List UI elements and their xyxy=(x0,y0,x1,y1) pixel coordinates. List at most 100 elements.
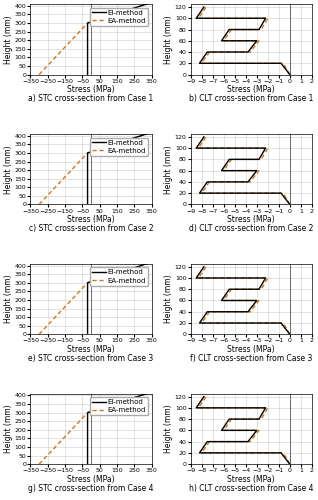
EI-method xyxy=(288,202,292,207)
EI-method xyxy=(86,150,89,156)
EI-method xyxy=(220,38,224,44)
EI-method xyxy=(205,438,209,444)
EI-method xyxy=(197,450,201,456)
EI-method xyxy=(202,264,206,270)
EA-method xyxy=(150,259,154,265)
EI-method xyxy=(202,394,206,400)
EA-method xyxy=(208,438,211,444)
Legend: EI-method, EA-method: EI-method, EA-method xyxy=(90,268,148,285)
EA-method xyxy=(230,26,233,32)
Line: EA-method: EA-method xyxy=(198,7,290,74)
EA-method xyxy=(197,275,200,281)
EI-method xyxy=(264,405,267,411)
EI-method xyxy=(246,309,250,315)
EA-method xyxy=(259,286,263,292)
Line: EI-method: EI-method xyxy=(196,137,290,204)
X-axis label: Stress (MPa): Stress (MPa) xyxy=(227,345,275,354)
EA-method xyxy=(281,450,285,456)
EA-method xyxy=(288,202,292,207)
EI-method xyxy=(279,450,283,456)
EI-method xyxy=(227,26,231,32)
EI-method xyxy=(194,405,198,411)
EA-method xyxy=(200,190,204,196)
Legend: EI-method, EA-method: EI-method, EA-method xyxy=(90,397,148,415)
EI-method xyxy=(255,168,259,173)
EA-method xyxy=(230,286,233,292)
EA-method xyxy=(288,72,292,78)
EA-method xyxy=(248,49,252,55)
X-axis label: Stress (MPa): Stress (MPa) xyxy=(227,85,275,94)
Y-axis label: Height (mm): Height (mm) xyxy=(4,15,13,64)
EI-method xyxy=(227,416,231,422)
Line: EI-method: EI-method xyxy=(87,132,152,204)
EI-method xyxy=(279,320,283,326)
EI-method xyxy=(255,38,259,44)
X-axis label: Stress (MPa): Stress (MPa) xyxy=(67,215,115,224)
Line: EA-method: EA-method xyxy=(198,396,290,464)
Text: h) CLT cross-section from Case 4: h) CLT cross-section from Case 4 xyxy=(189,484,314,493)
EI-method xyxy=(288,332,292,338)
EA-method xyxy=(248,179,252,185)
Text: f) CLT cross-section from Case 3: f) CLT cross-section from Case 3 xyxy=(190,354,313,363)
X-axis label: Stress (MPa): Stress (MPa) xyxy=(67,85,115,94)
EI-method xyxy=(86,20,89,26)
EA-method xyxy=(150,0,154,6)
EA-method xyxy=(257,168,261,173)
EI-method xyxy=(86,280,89,286)
EI-method xyxy=(246,438,250,444)
EA-method xyxy=(204,264,208,270)
EA-method xyxy=(197,405,200,411)
EI-method xyxy=(255,428,259,434)
EI-method xyxy=(205,309,209,315)
EA-method xyxy=(86,410,89,416)
EI-method xyxy=(86,410,89,416)
EI-method xyxy=(194,275,198,281)
EA-method xyxy=(204,134,208,140)
EA-method xyxy=(281,190,285,196)
EI-method xyxy=(264,275,267,281)
EI-method xyxy=(205,179,209,185)
X-axis label: Stress (MPa): Stress (MPa) xyxy=(227,215,275,224)
EI-method xyxy=(279,60,283,66)
EA-method xyxy=(197,16,200,22)
EA-method xyxy=(150,389,154,395)
EI-method xyxy=(197,320,201,326)
EA-method xyxy=(86,20,89,26)
EA-method xyxy=(222,168,226,173)
EI-method xyxy=(255,298,259,304)
EA-method xyxy=(37,461,41,467)
EA-method xyxy=(259,156,263,162)
Line: EA-method: EA-method xyxy=(198,137,290,204)
EA-method xyxy=(257,298,261,304)
Legend: EI-method, EA-method: EI-method, EA-method xyxy=(90,138,148,156)
EA-method xyxy=(197,145,200,151)
EA-method xyxy=(230,416,233,422)
EA-method xyxy=(288,332,292,338)
Y-axis label: Height (mm): Height (mm) xyxy=(164,404,173,454)
EI-method xyxy=(227,156,231,162)
EI-method xyxy=(150,389,154,395)
EI-method xyxy=(205,49,209,55)
X-axis label: Stress (MPa): Stress (MPa) xyxy=(67,474,115,484)
EI-method xyxy=(257,286,261,292)
EI-method xyxy=(194,145,198,151)
EA-method xyxy=(37,332,41,338)
EI-method xyxy=(227,286,231,292)
Y-axis label: Height (mm): Height (mm) xyxy=(4,275,13,324)
EI-method xyxy=(220,428,224,434)
EA-method xyxy=(230,156,233,162)
EA-method xyxy=(222,38,226,44)
Line: EI-method: EI-method xyxy=(87,2,152,74)
Text: d) CLT cross-section from Case 2: d) CLT cross-section from Case 2 xyxy=(189,224,314,233)
EA-method xyxy=(200,450,204,456)
EI-method xyxy=(246,179,250,185)
EA-method xyxy=(259,26,263,32)
EA-method xyxy=(248,438,252,444)
EA-method xyxy=(281,320,285,326)
EA-method xyxy=(208,179,211,185)
EA-method xyxy=(200,320,204,326)
EI-method xyxy=(220,168,224,173)
Y-axis label: Height (mm): Height (mm) xyxy=(164,145,173,194)
EA-method xyxy=(204,394,208,400)
EA-method xyxy=(208,49,211,55)
